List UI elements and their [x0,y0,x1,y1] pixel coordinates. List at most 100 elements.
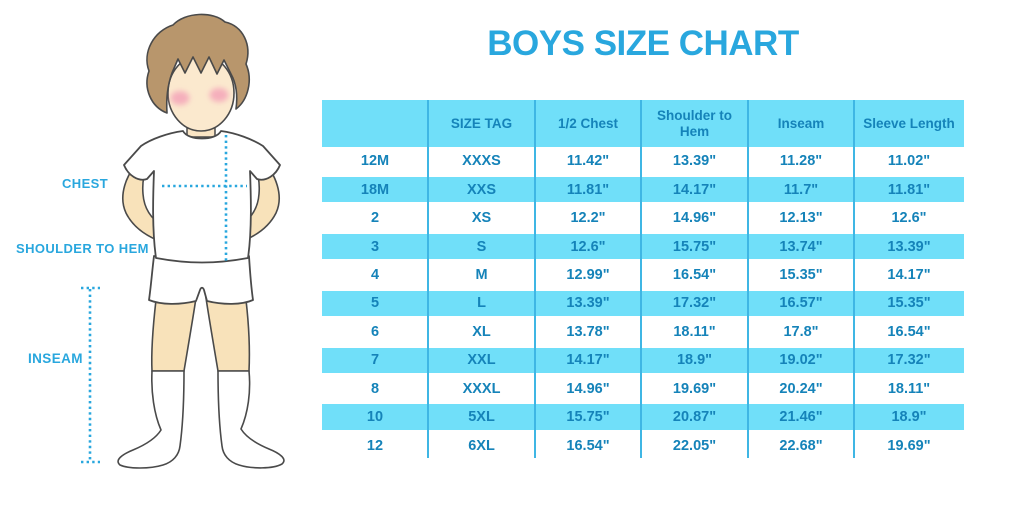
table-cell: 21.46" [779,409,823,426]
table-cell: 17.32" [672,295,717,312]
table-cell: 8 [370,380,380,397]
table-row: 12 6XL 16.54" 22.05" 22.68" 19.69" [322,431,964,459]
right-sock [217,370,285,469]
column-separator [534,100,536,458]
table-row: 12M XXXS 11.42" 13.39" 11.28" 11.02" [322,147,964,175]
table-cell: 12 [366,437,384,454]
table-body: 12M XXXS 11.42" 13.39" 11.28" 11.02" 18M XXS 11.… [322,147,964,460]
left-sock [117,370,185,469]
table-cell: 20.24" [779,380,823,397]
table-cell: 12M [360,153,390,170]
shoulder-to-hem-label: SHOULDER TO HEM [16,241,149,256]
shirt [123,130,281,264]
table-cell: 13.74" [779,238,823,255]
table-cell: 14.17" [887,266,931,283]
table-cell: 16.54" [672,266,717,283]
table-cell: 18M [360,181,390,198]
table-cell: 11.7" [783,181,819,198]
table-cell: 6XL [468,437,495,454]
table-cell: 14.96" [566,380,610,397]
table-cell: XXS [466,181,496,198]
table-cell: 13.39" [566,295,610,312]
table-cell: 3 [370,238,380,255]
boy-figure-drawing [81,13,285,469]
column-separator [427,100,429,458]
table-cell: 5 [370,295,380,312]
table-cell: 11.81" [887,181,931,198]
table-row: 18M XXS 11.81" 14.17" 11.7" 11.81" [322,175,964,203]
table-cell: 17.32" [887,352,931,369]
table-cell: 20.87" [672,409,717,426]
column-separator [747,100,749,458]
table-cell: 11.02" [887,153,931,170]
table-cell: 16.54" [566,437,610,454]
table-cell: 22.68" [779,437,823,454]
table-row: 2 XS 12.2" 14.96" 12.13" 12.6" [322,204,964,232]
table-cell: 7 [370,352,380,369]
header-cell-inseam: Inseam [777,115,825,131]
table-cell: M [475,266,488,283]
table-cell: 12.6" [891,210,927,227]
table-cell: 14.17" [566,352,610,369]
table-cell: 12.13" [779,210,823,227]
table-cell: 19.69" [672,380,717,397]
header-cell-age [322,116,428,132]
table-cell: 11.42" [566,153,610,170]
table-cell: 15.75" [672,238,717,255]
table-cell: XS [471,210,492,227]
inseam-label: INSEAM [28,351,83,366]
table-cell: 16.57" [779,295,823,312]
column-separator [853,100,855,458]
table-header-row: SIZE TAG 1/2 Chest Shoulder to Hem Insea… [322,100,964,147]
table-cell: S [476,238,487,255]
table-cell: 10 [366,409,384,426]
table-cell: 15.75" [566,409,610,426]
table-cell: XXXS [462,153,501,170]
header-cell-size-tag: SIZE TAG [450,115,513,131]
table-cell: 19.69" [887,437,931,454]
table-row: 8 XXXL 14.96" 19.69" 20.24" 18.11" [322,375,964,403]
table-cell: 13.39" [887,238,931,255]
header-cell-sleeve-length: Sleeve Length [863,115,955,131]
table-cell: 16.54" [887,323,931,340]
table-cell: 12.99" [566,266,610,283]
table-cell: 14.17" [672,181,717,198]
table-cell: XXXL [462,380,501,397]
table-cell: 5XL [468,409,495,426]
table-cell: 18.11" [887,380,931,397]
cheeks [170,88,229,105]
table-cell: XL [472,323,491,340]
page-title: BOYS SIZE CHART [487,24,799,63]
table-cell: 11.81" [566,181,610,198]
table-cell: 14.96" [672,210,717,227]
table-cell: 18.9" [891,409,927,426]
header-cell-shoulder-to-hem: Shoulder to Hem [657,107,732,139]
table-cell: 22.05" [672,437,717,454]
chest-label: CHEST [62,176,109,191]
right-leg [205,297,251,372]
table-cell: 15.35" [779,266,823,283]
table-row: 7 XXL 14.17" 18.9" 19.02" 17.32" [322,346,964,374]
column-separator [640,100,642,458]
table-cell: L [477,295,486,312]
table-cell: 19.02" [779,352,823,369]
table-cell: XXL [467,352,496,369]
table-cell: 18.9" [676,352,713,369]
size-chart-table: SIZE TAG 1/2 Chest Shoulder to Hem Insea… [322,100,964,460]
table-cell: 2 [370,210,380,227]
left-leg [150,297,197,372]
header-cell-half-chest: 1/2 Chest [557,115,619,131]
table-cell: 6 [370,323,380,340]
hair [146,13,250,114]
table-row: 3 S 12.6" 15.75" 13.74" 13.39" [322,232,964,260]
table-cell: 15.35" [887,295,931,312]
table-cell: 4 [370,266,380,283]
table-row: 6 XL 13.78" 18.11" 17.8" 16.54" [322,318,964,346]
table-cell: 12.6" [570,238,606,255]
table-row: 4 M 12.99" 16.54" 15.35" 14.17" [322,261,964,289]
table-cell: 18.11" [673,323,716,340]
table-cell: 12.2" [570,210,606,227]
table-cell: 13.78" [566,323,610,340]
table-cell: 11.28" [779,153,823,170]
